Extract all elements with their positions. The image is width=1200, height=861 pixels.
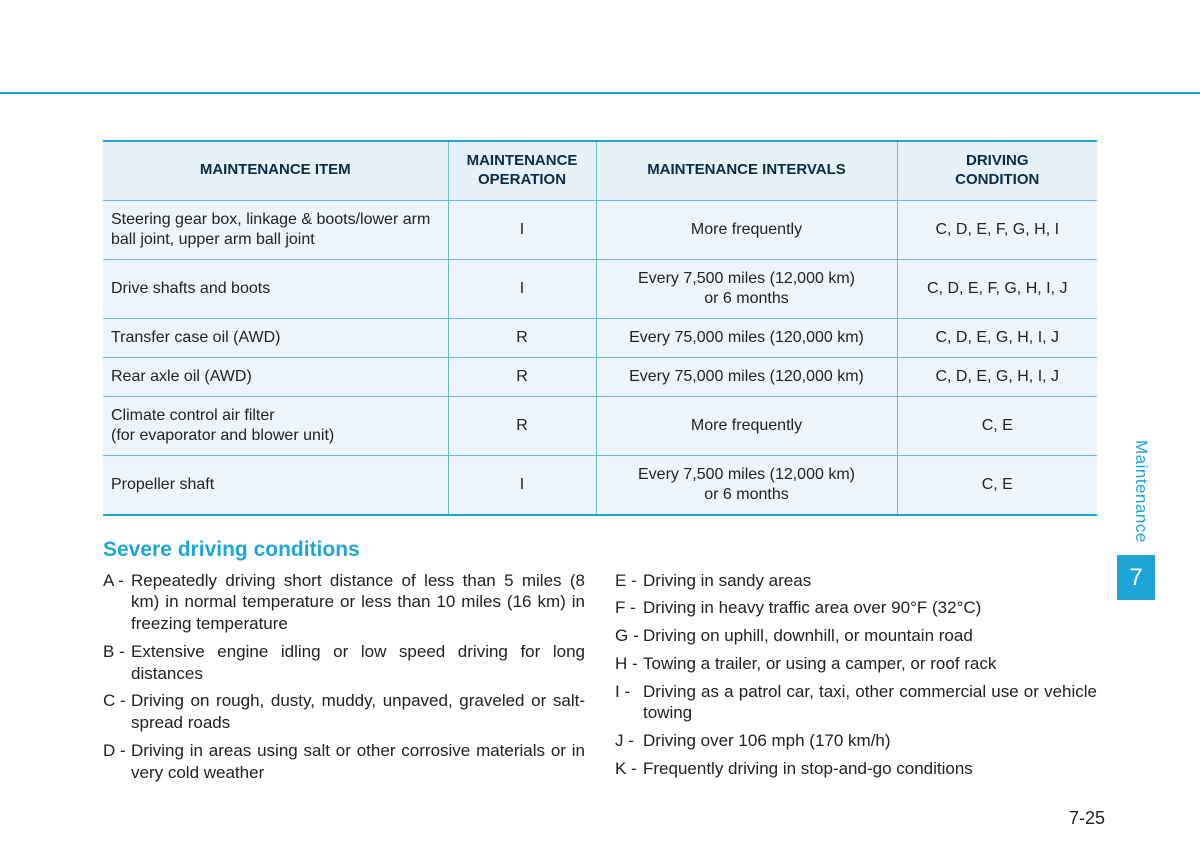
cell-operation: R: [448, 396, 596, 455]
condition-key: G -: [615, 625, 643, 647]
condition-key: J -: [615, 730, 643, 752]
cell-intervals: Every 7,500 miles (12,000 km)or 6 months: [596, 455, 897, 515]
cell-condition: C, E: [897, 396, 1097, 455]
condition-text: Driving in areas using salt or other cor…: [131, 740, 585, 784]
condition-key: I -: [615, 681, 643, 725]
page: MAINTENANCE ITEM MAINTENANCEOPERATION MA…: [0, 0, 1200, 861]
th-intervals: MAINTENANCE INTERVALS: [596, 141, 897, 200]
condition-text: Driving over 106 mph (170 km/h): [643, 730, 1097, 752]
table-body: Steering gear box, linkage & boots/lower…: [103, 200, 1097, 515]
cell-intervals: Every 75,000 miles (120,000 km): [596, 318, 897, 357]
cell-item: Rear axle oil (AWD): [103, 357, 448, 396]
cell-item: Climate control air filter(for evaporato…: [103, 396, 448, 455]
condition-text: Frequently driving in stop-and-go condit…: [643, 758, 1097, 780]
condition-key: A -: [103, 570, 131, 635]
cell-intervals: More frequently: [596, 396, 897, 455]
condition-item: B -Extensive engine idling or low speed …: [103, 641, 585, 685]
condition-item: F -Driving in heavy traffic area over 90…: [615, 597, 1097, 619]
conditions-col-right: E -Driving in sandy areasF -Driving in h…: [615, 570, 1097, 790]
condition-item: C -Driving on rough, dusty, muddy, unpav…: [103, 690, 585, 734]
cell-condition: C, D, E, G, H, I, J: [897, 357, 1097, 396]
condition-item: I -Driving as a patrol car, taxi, other …: [615, 681, 1097, 725]
cell-condition: C, D, E, F, G, H, I: [897, 200, 1097, 259]
table-row: Drive shafts and bootsIEvery 7,500 miles…: [103, 259, 1097, 318]
cell-operation: R: [448, 318, 596, 357]
th-condition: DRIVINGCONDITION: [897, 141, 1097, 200]
table-header-row: MAINTENANCE ITEM MAINTENANCEOPERATION MA…: [103, 141, 1097, 200]
chapter-tab: 7: [1117, 555, 1155, 600]
th-operation: MAINTENANCEOPERATION: [448, 141, 596, 200]
condition-key: E -: [615, 570, 643, 592]
cell-condition: C, D, E, F, G, H, I, J: [897, 259, 1097, 318]
condition-key: B -: [103, 641, 131, 685]
condition-text: Repeatedly driving short distance of les…: [131, 570, 585, 635]
cell-operation: R: [448, 357, 596, 396]
condition-item: K -Frequently driving in stop-and-go con…: [615, 758, 1097, 780]
condition-item: J -Driving over 106 mph (170 km/h): [615, 730, 1097, 752]
condition-text: Extensive engine idling or low speed dri…: [131, 641, 585, 685]
cell-intervals: More frequently: [596, 200, 897, 259]
cell-condition: C, D, E, G, H, I, J: [897, 318, 1097, 357]
th-item: MAINTENANCE ITEM: [103, 141, 448, 200]
maintenance-table: MAINTENANCE ITEM MAINTENANCEOPERATION MA…: [103, 140, 1097, 516]
condition-key: F -: [615, 597, 643, 619]
table-row: Climate control air filter(for evaporato…: [103, 396, 1097, 455]
table-row: Steering gear box, linkage & boots/lower…: [103, 200, 1097, 259]
condition-key: K -: [615, 758, 643, 780]
condition-item: H -Towing a trailer, or using a camper, …: [615, 653, 1097, 675]
cell-operation: I: [448, 200, 596, 259]
main-content: MAINTENANCE ITEM MAINTENANCEOPERATION MA…: [103, 140, 1097, 789]
condition-key: H -: [615, 653, 643, 675]
condition-text: Driving in sandy areas: [643, 570, 1097, 592]
condition-text: Driving as a patrol car, taxi, other com…: [643, 681, 1097, 725]
section-title: Severe driving conditions: [103, 538, 1097, 562]
condition-item: E -Driving in sandy areas: [615, 570, 1097, 592]
condition-key: D -: [103, 740, 131, 784]
cell-item: Drive shafts and boots: [103, 259, 448, 318]
cell-item: Propeller shaft: [103, 455, 448, 515]
condition-text: Driving on rough, dusty, muddy, unpaved,…: [131, 690, 585, 734]
cell-intervals: Every 7,500 miles (12,000 km)or 6 months: [596, 259, 897, 318]
conditions-list: A -Repeatedly driving short distance of …: [103, 570, 1097, 790]
table-row: Transfer case oil (AWD)REvery 75,000 mil…: [103, 318, 1097, 357]
cell-condition: C, E: [897, 455, 1097, 515]
cell-operation: I: [448, 259, 596, 318]
cell-item: Transfer case oil (AWD): [103, 318, 448, 357]
condition-text: Driving on uphill, downhill, or mountain…: [643, 625, 1097, 647]
chapter-label: Maintenance: [1131, 440, 1151, 543]
cell-intervals: Every 75,000 miles (120,000 km): [596, 357, 897, 396]
condition-item: G -Driving on uphill, downhill, or mount…: [615, 625, 1097, 647]
condition-text: Towing a trailer, or using a camper, or …: [643, 653, 1097, 675]
cell-operation: I: [448, 455, 596, 515]
condition-item: D -Driving in areas using salt or other …: [103, 740, 585, 784]
header-rule: [0, 92, 1200, 94]
page-number: 7-25: [1069, 808, 1105, 829]
table-row: Propeller shaftIEvery 7,500 miles (12,00…: [103, 455, 1097, 515]
cell-item: Steering gear box, linkage & boots/lower…: [103, 200, 448, 259]
condition-text: Driving in heavy traffic area over 90°F …: [643, 597, 1097, 619]
conditions-col-left: A -Repeatedly driving short distance of …: [103, 570, 585, 790]
condition-item: A -Repeatedly driving short distance of …: [103, 570, 585, 635]
condition-key: C -: [103, 690, 131, 734]
table-row: Rear axle oil (AWD)REvery 75,000 miles (…: [103, 357, 1097, 396]
